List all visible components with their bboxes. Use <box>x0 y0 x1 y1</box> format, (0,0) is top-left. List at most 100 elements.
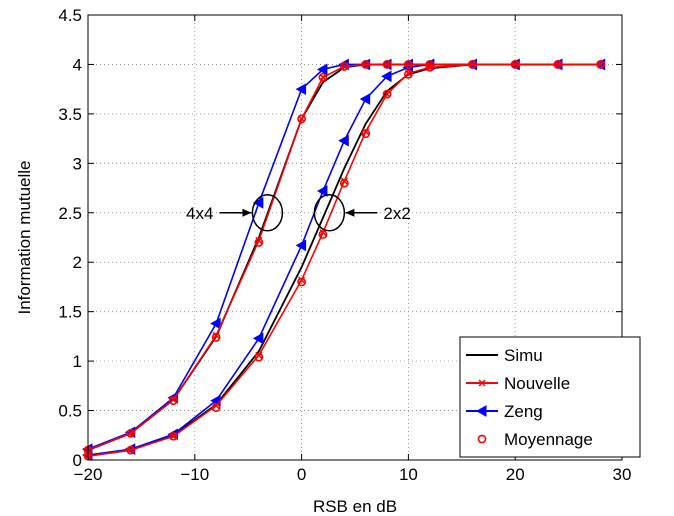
x-marker-stroke <box>127 446 135 454</box>
ticks: −20 −10 0 10 20 30 0 0.5 1 1.5 2 2.5 3 3.5 4 4.5 <box>58 6 631 484</box>
y-tick-label: 3.5 <box>58 105 82 124</box>
marker-moyennage-4x4 <box>361 60 371 69</box>
marker-zeng-2x2 <box>316 185 328 197</box>
marker-zeng-4x4 <box>316 63 328 76</box>
plot-frame <box>87 14 623 461</box>
legend-marker <box>477 434 487 444</box>
marker-moyennage-4x4 <box>211 332 221 342</box>
series-nouvelle-2x2 <box>84 60 605 460</box>
marker-nouvelle-4x4 <box>212 331 220 339</box>
marker-zeng-2x2 <box>295 239 307 252</box>
legend-label: Moyennage <box>504 430 593 449</box>
marker-moyennage-2x2 <box>468 60 477 69</box>
x-marker-stroke <box>255 236 263 244</box>
annotation-ellipse <box>251 194 284 232</box>
y-tick-label: 1.5 <box>58 303 82 322</box>
y-tick-label: 2.5 <box>58 204 82 223</box>
x-marker-stroke <box>468 60 477 68</box>
marker-moyennage-2x2 <box>297 277 306 287</box>
marker-moyennage-2x2 <box>510 60 520 69</box>
marker-nouvelle-2x2 <box>169 432 177 440</box>
x-marker-stroke <box>383 60 391 68</box>
marker-nouvelle-4x4 <box>383 60 391 68</box>
marker-moyennage-4x4 <box>318 72 328 82</box>
legend-entry-simu: Simu <box>466 346 543 365</box>
marker-zeng-2x2 <box>359 93 371 105</box>
x-marker-stroke <box>212 402 220 410</box>
x-marker-stroke <box>319 73 327 81</box>
x-marker-stroke <box>362 60 370 68</box>
marker-moyennage-4x4 <box>339 62 349 71</box>
x-marker-stroke <box>383 90 391 98</box>
x-tick-label: 0 <box>297 465 306 484</box>
series-layer <box>81 58 606 461</box>
marker-zeng-4x4 <box>210 317 221 330</box>
marker-nouvelle-2x2 <box>597 60 605 68</box>
series-line-nouvelle-2x2 <box>87 63 601 457</box>
x-marker-stroke <box>169 432 177 440</box>
marker-moyennage-2x2 <box>403 69 413 79</box>
annotation-arrow-head <box>242 208 252 217</box>
x-tick-label: −10 <box>180 465 209 484</box>
y-axis-label: Information mutuelle <box>15 160 34 314</box>
marker-nouvelle-2x2 <box>212 402 220 410</box>
x-marker-stroke <box>511 60 519 68</box>
marker-nouvelle-2x2 <box>340 177 348 185</box>
marker-nouvelle-2x2 <box>255 351 263 359</box>
legend-marker <box>478 379 486 387</box>
marker-nouvelle-4x4 <box>404 60 412 68</box>
legend-entry-nouvelle: Nouvelle <box>466 374 570 393</box>
marker-nouvelle-4x4 <box>298 115 306 123</box>
annotation-arrow-head <box>345 208 355 217</box>
x-marker-stroke <box>597 60 605 68</box>
marker-nouvelle-4x4 <box>319 73 327 81</box>
y-tick-label: 1 <box>73 352 82 371</box>
annotations: 4x4 2x2 <box>186 194 411 232</box>
marker-zeng-2x2 <box>381 70 392 83</box>
marker-nouvelle-4x4 <box>127 429 135 437</box>
annotation-2x2: 2x2 <box>313 194 411 232</box>
marker-moyennage-2x2 <box>169 431 178 441</box>
marker-nouvelle-2x2 <box>362 128 370 136</box>
x-marker-stroke <box>404 60 412 68</box>
marker-moyennage-4x4 <box>254 238 264 247</box>
x-marker-stroke <box>255 351 263 359</box>
x-axis-label: RSB en dB <box>313 497 397 516</box>
marker-zeng-2x2 <box>338 134 349 147</box>
x-marker-stroke <box>298 276 306 284</box>
marker-nouvelle-2x2 <box>554 60 562 68</box>
legend: Simu Nouvelle Zeng Moyennage <box>459 336 641 458</box>
x-marker-stroke <box>362 128 370 136</box>
legend-entry-moyennage: Moyennage <box>477 430 593 449</box>
marker-moyennage-2x2 <box>339 178 349 188</box>
marker-moyennage-4x4 <box>126 428 136 438</box>
marker-nouvelle-4x4 <box>340 62 348 70</box>
x-marker-stroke <box>340 177 348 185</box>
legend-label: Simu <box>504 346 543 365</box>
x-marker-stroke <box>212 331 220 339</box>
y-tick-label: 4.5 <box>58 6 82 25</box>
annotation-4x4: 4x4 <box>186 194 284 232</box>
x-tick-label: 20 <box>506 465 525 484</box>
legend-box <box>459 336 641 458</box>
legend-label: Nouvelle <box>504 374 570 393</box>
x-tick-label: 10 <box>399 465 418 484</box>
marker-moyennage-2x2 <box>361 129 371 139</box>
legend-entry-zeng: Zeng <box>466 402 543 421</box>
marker-nouvelle-4x4 <box>362 60 370 68</box>
y-tick-label: 0.5 <box>58 402 82 421</box>
x-marker-stroke <box>340 62 348 70</box>
marker-moyennage-4x4 <box>403 60 413 69</box>
y-tick-label: 3 <box>73 154 82 173</box>
marker-nouvelle-2x2 <box>298 276 306 284</box>
x-marker-stroke <box>554 60 562 68</box>
marker-moyennage-2x2 <box>254 352 264 362</box>
x-marker-stroke <box>298 115 306 123</box>
marker-zeng-4x4 <box>295 83 307 96</box>
marker-moyennage-2x2 <box>596 60 606 69</box>
marker-nouvelle-4x4 <box>255 236 263 244</box>
x-tick-label: −20 <box>74 465 103 484</box>
y-tick-label: 0 <box>73 451 82 470</box>
marker-moyennage-4x4 <box>382 60 392 69</box>
